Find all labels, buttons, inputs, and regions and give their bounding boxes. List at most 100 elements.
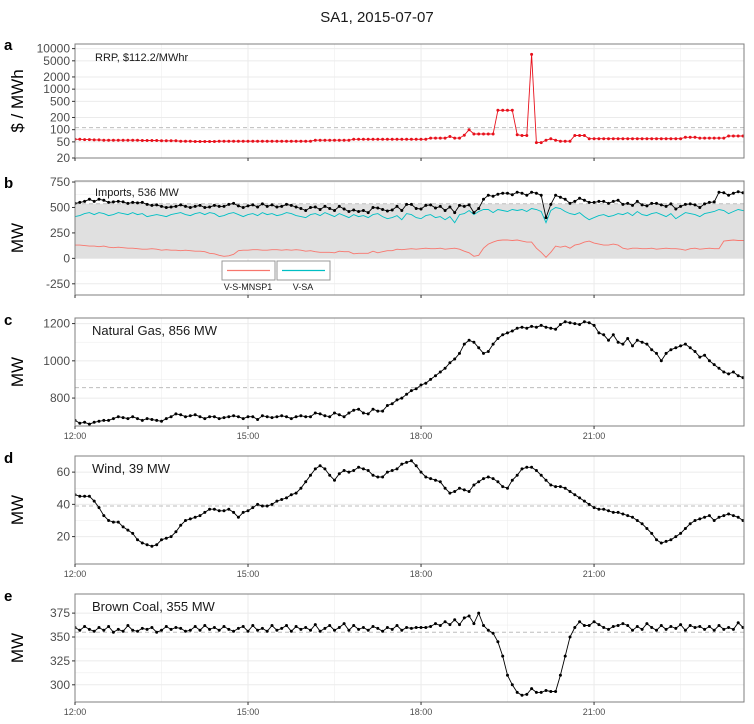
data-point xyxy=(217,628,221,632)
data-point xyxy=(563,486,567,490)
data-point xyxy=(294,139,298,143)
data-point xyxy=(97,506,101,510)
data-point xyxy=(385,209,389,213)
data-point xyxy=(679,204,683,208)
data-point xyxy=(265,204,269,208)
panel-border xyxy=(74,455,745,565)
data-point xyxy=(409,459,413,463)
data-point xyxy=(299,139,303,143)
data-point xyxy=(136,417,139,421)
series-e-0 xyxy=(75,611,744,697)
data-point xyxy=(227,507,231,511)
y-tick-label: 1000 xyxy=(43,354,70,368)
data-point xyxy=(366,628,370,632)
data-point xyxy=(501,108,505,112)
data-point xyxy=(674,137,678,141)
data-point xyxy=(208,415,212,419)
data-point xyxy=(467,128,471,132)
data-point xyxy=(371,407,375,411)
data-point xyxy=(703,627,707,631)
data-point xyxy=(208,507,212,511)
data-point xyxy=(664,539,668,543)
data-point xyxy=(318,208,322,211)
data-point xyxy=(549,326,553,330)
data-point xyxy=(424,381,428,385)
data-point xyxy=(707,514,711,518)
data-point xyxy=(645,622,649,626)
data-point xyxy=(674,535,678,539)
data-point xyxy=(727,372,731,376)
data-point xyxy=(361,137,365,141)
data-point xyxy=(659,203,663,207)
data-point xyxy=(78,494,82,498)
data-point xyxy=(698,136,702,140)
data-point xyxy=(746,521,749,524)
data-point xyxy=(352,137,356,141)
x-tick-label: 12:00 xyxy=(64,707,87,717)
data-point xyxy=(409,202,413,206)
data-point xyxy=(83,138,87,142)
data-point xyxy=(361,626,365,629)
data-point xyxy=(563,197,567,201)
data-point xyxy=(731,134,735,138)
data-point xyxy=(607,338,610,342)
data-point xyxy=(102,138,106,142)
data-point xyxy=(683,527,687,530)
data-point xyxy=(434,136,437,140)
data-point xyxy=(222,625,226,628)
data-point xyxy=(727,512,731,516)
data-point xyxy=(121,416,125,420)
data-point xyxy=(265,139,269,143)
data-point xyxy=(703,136,707,140)
data-point xyxy=(83,420,87,424)
data-point xyxy=(208,140,212,143)
data-point xyxy=(409,389,413,393)
data-point xyxy=(381,475,385,479)
data-point xyxy=(438,624,442,627)
data-point xyxy=(448,491,452,495)
data-point xyxy=(357,210,361,213)
data-point xyxy=(217,204,221,208)
data-point xyxy=(496,337,500,340)
data-point xyxy=(285,202,288,206)
data-point xyxy=(563,320,567,324)
panel-d: 20 40 60 12:00 15:00 18:00 21:00 d MW Wind, 39 MW xyxy=(4,450,749,579)
data-point xyxy=(573,199,577,203)
data-point xyxy=(530,52,534,56)
y-tick-label: 500 xyxy=(50,94,70,108)
data-point xyxy=(597,623,601,627)
figure-title: SA1, 2015-07-07 xyxy=(320,9,434,26)
data-point xyxy=(573,322,577,326)
data-point xyxy=(256,205,260,209)
data-point xyxy=(294,625,298,628)
x-tick-label: 15:00 xyxy=(237,707,260,717)
data-point xyxy=(203,624,207,627)
data-point xyxy=(333,209,336,212)
data-point xyxy=(241,625,245,628)
data-point xyxy=(366,412,370,416)
data-point xyxy=(236,204,240,208)
data-point xyxy=(448,205,452,209)
data-point xyxy=(515,133,519,137)
data-point xyxy=(260,202,264,206)
data-point xyxy=(400,209,404,212)
data-point xyxy=(323,626,327,630)
data-point xyxy=(304,139,308,143)
data-point xyxy=(688,135,692,139)
data-point xyxy=(121,200,125,204)
data-point xyxy=(78,200,82,204)
data-point xyxy=(164,536,168,540)
data-point xyxy=(212,415,216,419)
data-point xyxy=(587,137,591,141)
data-point xyxy=(501,191,505,195)
data-point xyxy=(597,507,601,511)
data-point xyxy=(87,138,91,142)
panel-label: d xyxy=(4,450,13,467)
data-point xyxy=(741,626,744,629)
data-point xyxy=(179,523,183,527)
y-tick-label: 10000 xyxy=(37,42,71,56)
x-tick-label: 21:00 xyxy=(583,569,606,579)
